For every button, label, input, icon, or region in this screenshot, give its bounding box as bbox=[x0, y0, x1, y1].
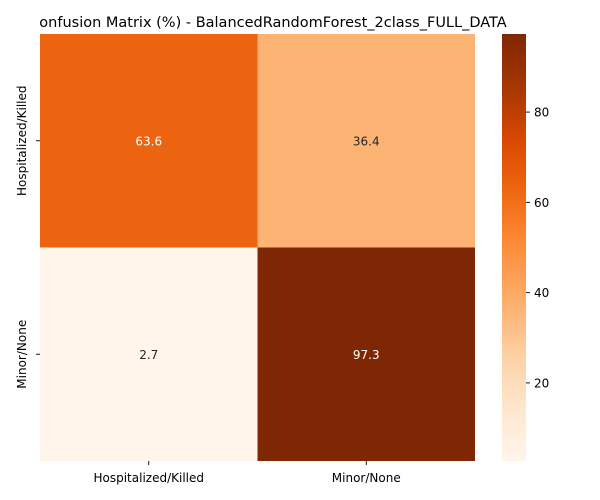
x-tick-label: Minor/None bbox=[332, 471, 401, 485]
chart-title: onfusion Matrix (%) - BalancedRandomFore… bbox=[39, 15, 506, 31]
cell-value-label: 36.4 bbox=[353, 134, 380, 148]
colorbar: 20 40 60 80 bbox=[502, 34, 549, 461]
heatmap-cell bbox=[40, 34, 258, 248]
x-axis-ticks: Hospitalized/Killed Minor/None bbox=[93, 461, 401, 485]
colorbar-tick-label: 20 bbox=[534, 376, 549, 390]
x-tick-label: Hospitalized/Killed bbox=[93, 471, 204, 485]
heatmap-cell bbox=[257, 247, 475, 461]
heatmap-cell bbox=[257, 34, 475, 248]
colorbar-tick-label: 40 bbox=[534, 286, 549, 300]
cell-value-label: 2.7 bbox=[139, 348, 158, 362]
y-tick-label: Hospitalized/Killed bbox=[15, 85, 29, 196]
y-axis-ticks: Hospitalized/Killed Minor/None bbox=[15, 85, 40, 389]
heatmap-cells: 63.6 36.4 2.7 97.3 bbox=[40, 34, 475, 461]
colorbar-gradient bbox=[502, 34, 526, 461]
cell-value-label: 97.3 bbox=[353, 348, 380, 362]
y-tick-label: Minor/None bbox=[15, 320, 29, 389]
heatmap-cell bbox=[40, 247, 258, 461]
colorbar-tick-label: 80 bbox=[534, 106, 549, 120]
cell-value-label: 63.6 bbox=[135, 134, 162, 148]
colorbar-tick-label: 60 bbox=[534, 196, 549, 210]
